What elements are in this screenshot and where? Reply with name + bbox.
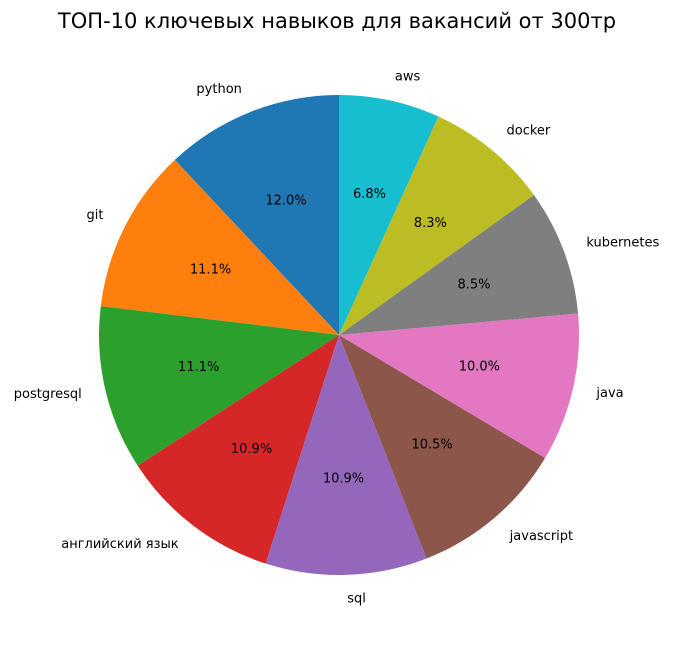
slice-percent-label: 10.9% — [231, 442, 272, 457]
slice-percent-label: 10.9% — [323, 471, 364, 486]
slice-label: postgresql — [14, 387, 82, 402]
pie-slice-aws — [339, 95, 439, 335]
slice-percent-label: 10.5% — [411, 437, 452, 452]
pie-slices — [98, 95, 579, 575]
slice-percent-label: 11.1% — [190, 262, 231, 277]
slice-percent-label: 11.1% — [178, 360, 219, 375]
slice-label: aws — [395, 69, 421, 84]
pie-slice-python — [174, 95, 339, 335]
pie-slice-javascript — [339, 335, 546, 559]
chart-title: ТОП-10 ключевых навыков для вакансий от … — [57, 9, 617, 33]
pie-slice-английский-язык — [137, 335, 339, 564]
pie-labels: python 12.0% git 11.1% postgresql 11.1% англий… — [14, 69, 660, 606]
slice-percent-label: 6.8% — [353, 187, 386, 202]
pie-slice-sql — [265, 335, 427, 575]
slice-label: docker — [506, 123, 550, 138]
pie-slice-java — [339, 313, 579, 459]
slice-label: kubernetes — [586, 235, 659, 250]
slice-label: java — [595, 386, 623, 401]
slice-percent-label: 8.3% — [414, 216, 447, 231]
slice-label: sql — [347, 591, 366, 606]
pie-slice-kubernetes — [339, 194, 579, 335]
slice-label: git — [87, 208, 104, 223]
pie-slice-postgresql — [98, 306, 339, 466]
slice-percent-label: 10.0% — [459, 360, 500, 375]
pie-slice-docker — [339, 116, 534, 335]
slice-label: python — [196, 82, 241, 97]
slice-percent-label: 12.0% — [265, 194, 306, 209]
pie-slice-git — [100, 159, 339, 335]
slice-label: javascript — [509, 529, 573, 544]
slice-percent-label: 8.5% — [457, 277, 490, 292]
slice-label: английский язык — [61, 537, 179, 552]
